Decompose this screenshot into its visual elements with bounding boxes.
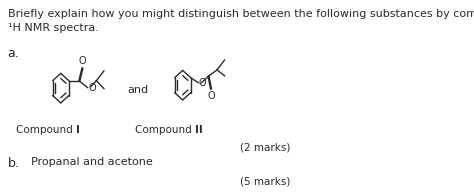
Text: a.: a. [8, 47, 19, 60]
Text: O: O [199, 78, 207, 88]
Text: and: and [127, 85, 148, 95]
Text: O: O [88, 83, 96, 93]
Text: O: O [78, 56, 86, 66]
Text: Compound: Compound [135, 125, 195, 135]
Text: II: II [195, 125, 203, 135]
Text: (2 marks): (2 marks) [240, 142, 291, 152]
Text: Propanal and acetone: Propanal and acetone [31, 157, 153, 167]
Text: O: O [208, 91, 215, 101]
Text: I: I [76, 125, 80, 135]
Text: b.: b. [8, 157, 19, 170]
Text: Briefly explain how you might distinguish between the following substances by co: Briefly explain how you might distinguis… [8, 9, 474, 33]
Text: (5 marks): (5 marks) [240, 177, 291, 187]
Text: Compound: Compound [17, 125, 76, 135]
